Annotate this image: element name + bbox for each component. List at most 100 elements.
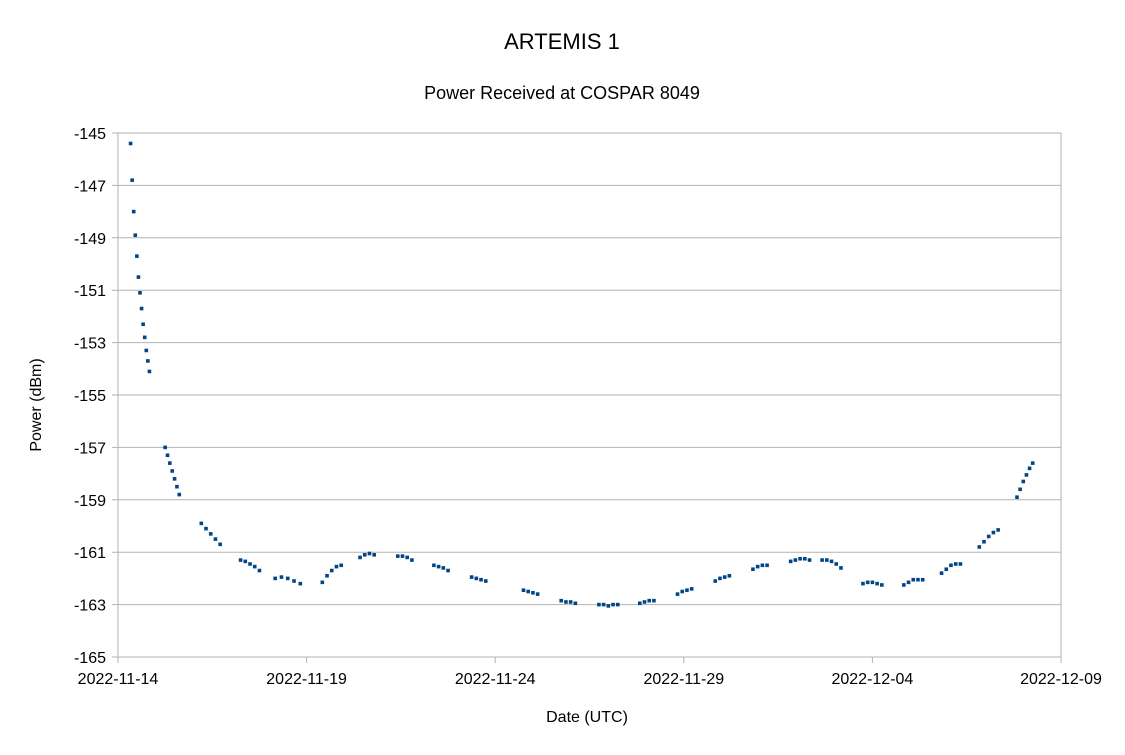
data-point [803, 556, 807, 561]
data-point [252, 564, 257, 569]
data-point [432, 563, 436, 568]
data-point [834, 562, 839, 566]
data-point [142, 335, 147, 340]
data-point [958, 562, 963, 566]
data-point [136, 275, 141, 279]
data-point [825, 558, 829, 562]
y-tick-label: -145 [74, 126, 106, 143]
data-point [405, 555, 409, 560]
data-point [601, 602, 606, 607]
data-point [218, 542, 222, 547]
data-point [521, 588, 526, 592]
data-point [131, 209, 136, 214]
data-point [916, 577, 920, 582]
data-point [642, 600, 647, 604]
data-point [722, 575, 727, 579]
data-point [911, 577, 916, 582]
data-point [213, 537, 218, 541]
data-point [165, 453, 170, 458]
data-points [128, 141, 1035, 608]
data-point [133, 233, 138, 237]
data-point [526, 589, 531, 594]
data-point [446, 568, 450, 573]
data-point [339, 563, 343, 568]
data-point [208, 532, 213, 536]
data-point [727, 573, 732, 578]
data-point [798, 556, 802, 561]
data-point [141, 322, 145, 327]
data-point [146, 359, 150, 363]
data-point [367, 551, 372, 556]
data-point [163, 445, 167, 450]
data-point [320, 580, 325, 585]
data-point [865, 580, 870, 585]
data-point [765, 563, 769, 568]
data-point [334, 564, 339, 569]
y-tick-label: -147 [74, 178, 106, 195]
data-point [238, 558, 243, 562]
data-point [861, 581, 865, 586]
data-point [474, 576, 479, 581]
data-point [410, 558, 414, 562]
data-point [559, 598, 564, 603]
data-point [807, 558, 812, 562]
data-point [689, 587, 694, 591]
data-point [597, 602, 601, 607]
data-point [273, 576, 277, 581]
data-point [279, 575, 284, 579]
data-point [875, 581, 879, 586]
data-point [325, 573, 329, 578]
data-point [944, 567, 949, 572]
data-point [257, 568, 262, 573]
axes [117, 133, 1062, 663]
x-tick-label: 2022-11-14 [78, 671, 159, 688]
data-point [953, 562, 958, 566]
data-point [647, 598, 652, 603]
data-point [139, 306, 144, 311]
data-point [395, 554, 400, 558]
data-point [829, 559, 834, 564]
data-point [177, 492, 182, 497]
x-axis-label: Date (UTC) [546, 709, 628, 726]
data-point [1021, 479, 1026, 484]
x-tick-label: 2022-11-29 [643, 671, 724, 688]
data-point [906, 580, 911, 585]
data-point [606, 604, 611, 608]
data-point [680, 589, 685, 594]
data-point [329, 568, 334, 573]
data-point [685, 588, 689, 592]
data-point [652, 598, 656, 603]
data-point [939, 571, 944, 575]
data-point [949, 563, 953, 568]
data-point [144, 348, 149, 353]
data-point [535, 592, 540, 596]
data-point [243, 559, 248, 564]
data-point [839, 566, 843, 570]
data-point [1030, 461, 1035, 465]
y-tick-label: -149 [74, 231, 106, 248]
data-point [172, 477, 177, 481]
data-point [920, 577, 925, 582]
data-point [248, 562, 252, 566]
data-point [902, 583, 906, 587]
data-point [713, 579, 718, 583]
data-point [204, 526, 208, 531]
data-point [479, 577, 483, 582]
data-point [996, 528, 1000, 532]
tick-labels: -145 -147 -149 -151 -153 -155 -157 -159 -161 -163… [74, 126, 1102, 688]
y-tick-label: -165 [74, 650, 106, 667]
data-point [1027, 466, 1032, 471]
data-point [531, 591, 535, 595]
data-point [292, 579, 296, 583]
data-point [436, 564, 441, 569]
data-point [718, 576, 722, 581]
y-tick-label: -151 [74, 283, 106, 300]
data-point [986, 534, 991, 539]
y-axis-label: Power (dBm) [28, 358, 45, 451]
data-point [615, 602, 620, 607]
data-point [788, 559, 793, 564]
data-point [760, 563, 765, 568]
data-point [441, 566, 446, 570]
data-point [675, 592, 680, 596]
